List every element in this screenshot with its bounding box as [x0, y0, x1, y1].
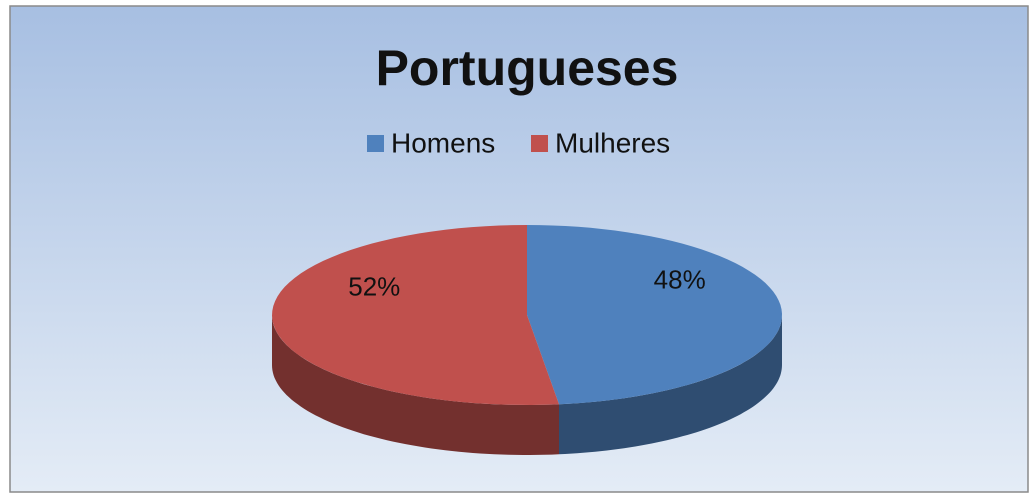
legend-swatch: [531, 135, 548, 152]
data-label: 48%: [654, 264, 706, 294]
slice-side: [272, 315, 559, 455]
legend-label: Mulheres: [555, 127, 670, 158]
legend-swatch: [367, 135, 384, 152]
legend-label: Homens: [391, 127, 495, 158]
slice-side: [559, 315, 782, 455]
chart-title: Portugueses: [376, 40, 679, 96]
data-label: 52%: [348, 271, 400, 301]
slice: [527, 225, 782, 405]
slice: [272, 225, 559, 405]
